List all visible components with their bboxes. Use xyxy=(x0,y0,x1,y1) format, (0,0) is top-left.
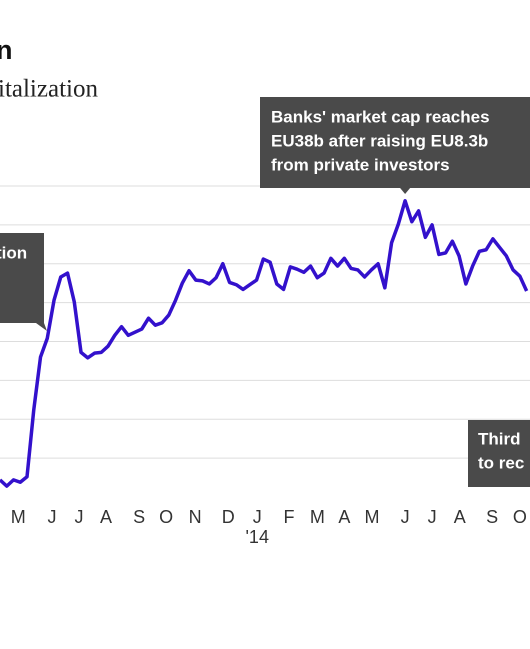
x-tick-label: D xyxy=(222,507,235,527)
x-tick-label: A xyxy=(100,507,112,527)
x-tick-label: A xyxy=(338,507,350,527)
annotation-text: Third xyxy=(478,429,521,448)
chart-title: n xyxy=(0,35,13,65)
line-series xyxy=(0,199,529,488)
annotation-box xyxy=(468,420,530,487)
annotation-text: from private investors xyxy=(271,155,450,174)
annotation-box xyxy=(0,233,44,323)
annotation-text: EU38b after raising EU8.3b xyxy=(271,131,488,150)
annotation-text: tion xyxy=(0,243,27,262)
annotation-pointer xyxy=(400,188,411,194)
x-tick-label: J xyxy=(74,507,83,527)
x-tick-label: N xyxy=(189,507,202,527)
annotation-text: to rec xyxy=(478,453,524,472)
annotation-box xyxy=(260,97,530,188)
x-tick-label: O xyxy=(513,507,527,527)
x-tick-label: A xyxy=(454,507,466,527)
x-tick-label: F xyxy=(283,507,294,527)
x-tick-label: J xyxy=(401,507,410,527)
x-tick-label: M xyxy=(11,507,26,527)
year-label: '14 xyxy=(246,527,269,547)
x-tick-label: S xyxy=(133,507,145,527)
annotation-text: Banks' market cap reaches xyxy=(271,107,490,126)
annotation-pointer xyxy=(36,323,47,331)
x-tick-label: M xyxy=(365,507,380,527)
x-tick-label: M xyxy=(310,507,325,527)
x-tick-label: S xyxy=(486,507,498,527)
x-tick-label: J xyxy=(47,507,56,527)
x-tick-label: O xyxy=(159,507,173,527)
x-tick-label: J xyxy=(253,507,262,527)
x-tick-label: J xyxy=(428,507,437,527)
chart-subtitle: italization xyxy=(0,76,98,103)
